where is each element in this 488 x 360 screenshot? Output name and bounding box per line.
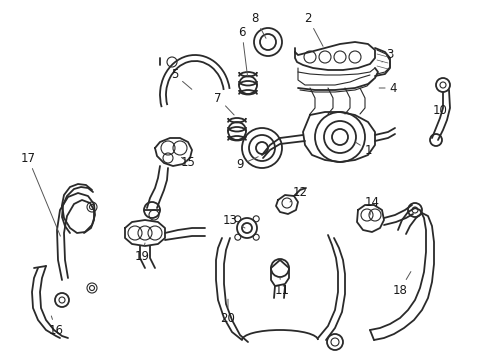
Text: 11: 11 [274,278,289,297]
Text: 9: 9 [236,157,258,171]
Text: 13: 13 [222,213,244,228]
Text: 7: 7 [214,91,234,115]
Text: 5: 5 [171,68,191,89]
Text: 18: 18 [392,271,410,297]
Text: 6: 6 [238,26,247,76]
Text: 20: 20 [220,299,235,324]
Text: 3: 3 [381,49,393,62]
Text: 14: 14 [364,195,379,215]
Text: 19: 19 [134,243,149,262]
Text: 10: 10 [432,104,447,117]
Text: 4: 4 [378,81,396,94]
Text: 8: 8 [251,12,265,38]
Text: 12: 12 [289,185,307,202]
Text: 1: 1 [355,142,371,157]
Text: 2: 2 [304,12,323,46]
Text: 16: 16 [48,316,63,337]
Text: 15: 15 [180,156,195,168]
Text: 17: 17 [20,152,61,236]
